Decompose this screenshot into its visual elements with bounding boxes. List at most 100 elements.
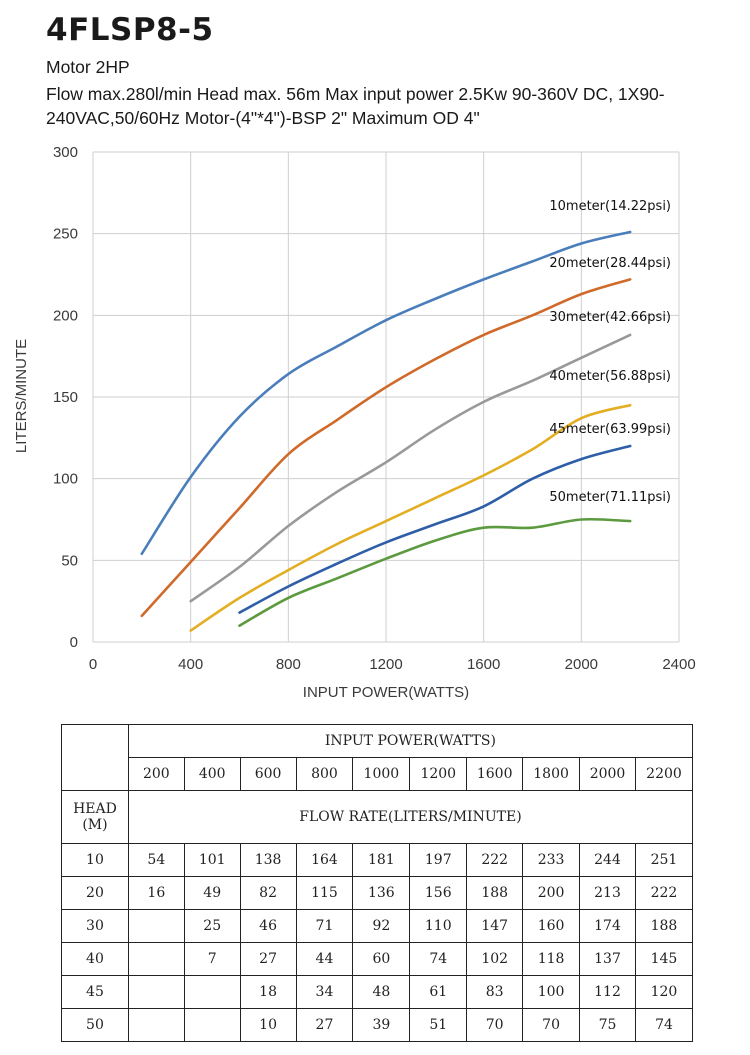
power-value-cell: 1200 [409,757,468,791]
y-tick-label: 100 [53,471,78,488]
chart-curves [140,230,632,632]
flow-cell: 213 [579,876,636,910]
chart-ticks: 0 50 100 150 200 250 300 0 400 800 1200 1600 2000 240… [53,144,696,673]
x-tick-label: 2000 [565,656,598,673]
power-header: INPUT POWER(WATTS) [127,724,694,758]
series-line-2 [140,278,632,618]
flow-cell: 48 [352,975,411,1009]
y-tick-label: 150 [53,389,78,406]
head-cell: 45 [61,975,129,1009]
flow-cell: 60 [352,942,411,976]
page-title: 4FLSP8-5 [46,12,214,48]
head-cell: 10 [61,843,129,877]
power-values-row: 200 400 600 800 1000 1200 1600 1800 2000 2200 [62,757,694,791]
flow-cell: 188 [466,876,524,910]
flow-cell: 70 [522,1008,581,1042]
flow-cell: 61 [409,975,468,1009]
flow-cell [127,909,185,943]
flow-cell: 188 [634,909,694,943]
flow-cell: 10 [239,1008,297,1042]
flow-cell: 71 [295,909,354,943]
flow-cell: 174 [579,909,636,943]
x-tick-label: 2400 [662,656,695,673]
x-tick-label: 1200 [369,656,402,673]
flow-cell: 70 [466,1008,524,1042]
table-corner-cell [61,724,129,791]
flow-cell [183,975,241,1009]
performance-chart: 0 50 100 150 200 250 300 0 400 800 1200 1600 2000 240… [13,144,696,701]
flow-cell: 83 [466,975,524,1009]
power-value-cell: 200 [127,757,185,791]
table-row: 45 18 34 48 61 83 100 112 120 [61,975,694,1009]
power-value-cell: 2000 [579,757,636,791]
series-label-2: 20meter(28.44psi) [549,256,671,271]
flow-cell: 27 [295,1008,354,1042]
power-value-cell: 600 [239,757,297,791]
flow-cell [127,942,185,976]
flow-cell: 145 [634,942,694,976]
flow-cell: 25 [183,909,241,943]
head-header: HEAD (M) [61,790,129,844]
flow-cell: 100 [522,975,581,1009]
flow-cell: 110 [409,909,468,943]
power-value-cell: 2200 [634,757,694,791]
head-unit: (M) [82,817,108,833]
x-tick-label: 400 [178,656,203,673]
spec-description: Flow max.280l/min Head max. 56m Max inpu… [46,84,665,128]
head-cell: 20 [61,876,129,910]
flow-cell [127,1008,185,1042]
y-tick-label: 50 [61,552,78,569]
table-row: 20 16 49 82 115 136 156 188 200 213 222 [61,876,694,910]
performance-table: INPUT POWER(WATTS) 200 400 600 800 1000 1200 1… [61,724,694,1042]
flow-cell: 197 [409,843,468,877]
flow-cell: 74 [634,1008,694,1042]
flow-cell: 18 [239,975,297,1009]
y-tick-label: 0 [70,634,78,651]
power-value-cell: 1600 [466,757,524,791]
flow-cell: 137 [579,942,636,976]
flow-cell [127,975,185,1009]
flow-cell: 75 [579,1008,636,1042]
flow-cell: 51 [409,1008,468,1042]
flow-cell: 251 [634,843,694,877]
flow-cell: 200 [522,876,581,910]
y-tick-label: 200 [53,307,78,324]
x-tick-label: 0 [89,656,97,673]
table-row: 40 7 27 44 60 74 102 118 137 145 [61,942,694,976]
flow-cell: 233 [522,843,581,877]
flow-cell: 7 [183,942,241,976]
flow-cell: 46 [239,909,297,943]
x-tick-label: 1600 [467,656,500,673]
flow-cell: 92 [352,909,411,943]
series-label-1: 10meter(14.22psi) [549,199,671,214]
chart-grid [92,151,680,643]
flow-cell: 164 [295,843,354,877]
flow-cell: 112 [579,975,636,1009]
flow-cell: 16 [127,876,185,910]
flow-cell: 82 [239,876,297,910]
flow-cell: 120 [634,975,694,1009]
flow-cell: 44 [295,942,354,976]
power-value-cell: 1800 [522,757,581,791]
flow-cell: 147 [466,909,524,943]
flow-cell: 222 [634,876,694,910]
flow-cell: 118 [522,942,581,976]
flow-cell: 34 [295,975,354,1009]
power-value-cell: 800 [295,757,354,791]
head-cell: 40 [61,942,129,976]
flow-cell: 222 [466,843,524,877]
flow-cell: 27 [239,942,297,976]
table-body: 10 54 101 138 164 181 197 222 233 244 251 20 16 49 82 1… [61,843,694,1042]
flow-cell: 138 [239,843,297,877]
flow-cell: 181 [352,843,411,877]
y-axis-label: LITERS/MINUTE [13,339,30,453]
flow-cell: 244 [579,843,636,877]
flow-cell: 74 [409,942,468,976]
power-value-cell: 1000 [352,757,411,791]
y-tick-label: 300 [53,144,78,161]
head-label: HEAD [73,801,117,817]
flow-cell: 39 [352,1008,411,1042]
table-row: 50 10 27 39 51 70 70 75 74 [61,1008,694,1042]
series-label-4: 40meter(56.88psi) [549,369,671,384]
flow-cell [183,1008,241,1042]
